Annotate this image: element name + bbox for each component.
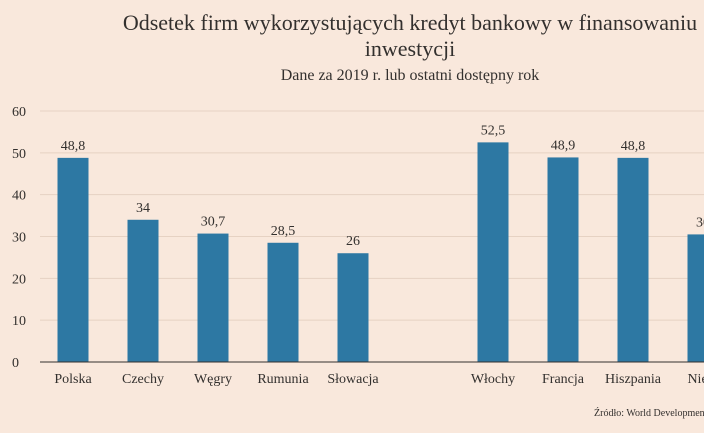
y-tick-label: 40 (12, 189, 26, 204)
x-tick-label: Węgry (194, 372, 232, 387)
bar (197, 233, 229, 362)
x-tick-label: Czechy (122, 372, 164, 387)
x-tick-label: Francja (542, 372, 585, 387)
value-label: 48,8 (621, 139, 646, 154)
x-tick-label: Hiszpania (605, 372, 662, 387)
bar (127, 219, 159, 362)
value-label: 28,5 (271, 224, 296, 239)
y-tick-label: 0 (12, 356, 19, 371)
value-label: 34 (136, 201, 150, 216)
source-note: Źródło: World Development (594, 408, 704, 419)
x-tick-label: Niem (687, 372, 704, 387)
bar (477, 142, 509, 362)
x-tick-label: Słowacja (327, 372, 379, 387)
value-labels: 48,8 34 30,7 28,5 26 52,5 48,9 48,8 30 (61, 123, 704, 249)
x-tick-label: Polska (54, 372, 92, 387)
bar (337, 253, 369, 362)
bar (57, 157, 89, 362)
chart-title: Odsetek firm wykorzystujących kredyt ban… (122, 10, 698, 61)
y-tick-label: 20 (12, 272, 26, 287)
bar (547, 157, 579, 362)
chart-subtitle: Dane za 2019 r. lub ostatni dostępny rok (280, 67, 540, 84)
bars (57, 142, 704, 362)
y-tick-label: 50 (12, 147, 26, 162)
value-label: 30,7 (201, 215, 226, 230)
y-tick-label: 60 (12, 105, 26, 120)
x-axis: Polska Czechy Węgry Rumunia Słowacja Włochy Fr… (40, 361, 704, 387)
value-label: 26 (346, 234, 360, 249)
y-axis: 0 10 20 30 40 50 60 (12, 105, 26, 371)
x-tick-label: Włochy (471, 372, 515, 387)
value-label: 48,9 (551, 138, 576, 153)
bar (267, 242, 299, 362)
value-label: 48,8 (61, 139, 86, 154)
y-tick-label: 10 (12, 314, 26, 329)
bar (617, 157, 649, 362)
y-tick-label: 30 (12, 231, 26, 246)
x-tick-label: Rumunia (257, 372, 309, 387)
value-label: 30 (696, 215, 704, 230)
value-label: 52,5 (481, 123, 506, 138)
bar (687, 234, 704, 362)
